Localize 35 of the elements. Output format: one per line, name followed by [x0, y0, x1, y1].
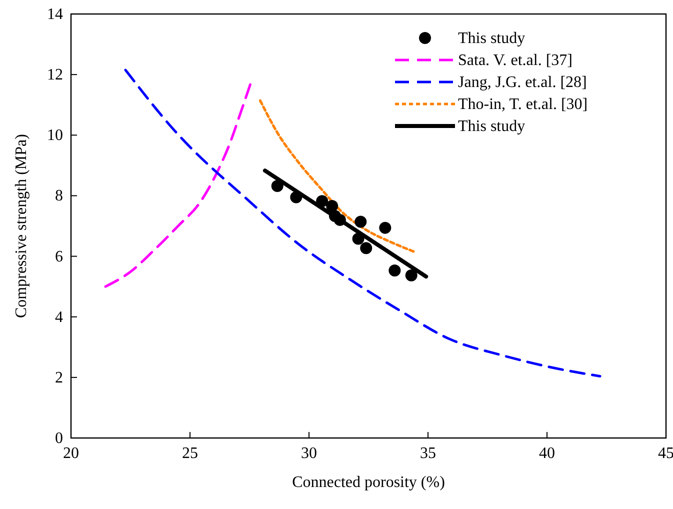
y-tick-label: 4	[55, 308, 63, 326]
point	[326, 200, 338, 212]
legend-label: Jang, J.G. et.al. [28]	[458, 74, 587, 91]
y-tick-label: 12	[47, 66, 63, 84]
y-tick-label: 2	[55, 369, 63, 386]
x-tick-label: 20	[63, 445, 79, 462]
y-tick-label: 14	[47, 6, 63, 23]
x-axis-title: Connected porosity (%)	[292, 474, 445, 491]
point	[352, 232, 364, 245]
line-series	[104, 83, 252, 288]
point	[290, 191, 302, 204]
x-tick-label: 30	[301, 445, 317, 462]
legend-label: This study	[458, 118, 526, 135]
point	[354, 216, 367, 228]
line-series	[258, 99, 416, 253]
line-series	[124, 68, 602, 378]
point	[316, 195, 328, 208]
x-tick-label: 40	[539, 445, 555, 462]
y-tick-label: 10	[47, 127, 63, 144]
point	[405, 269, 418, 282]
legend-label: This study	[458, 30, 526, 47]
y-tick-label: 8	[55, 188, 63, 205]
legend-label: Sata. V. et.al. [37]	[458, 52, 572, 69]
legend-label: Tho-in, T. et.al. [30]	[458, 96, 588, 113]
point	[271, 180, 284, 192]
point	[334, 214, 346, 226]
y-axis-title: Compressive strength (MPa)	[13, 134, 30, 318]
x-tick-label: 25	[182, 445, 198, 462]
point	[360, 242, 372, 254]
y-tick-label: 0	[55, 430, 63, 447]
point	[388, 264, 401, 277]
point	[379, 222, 392, 234]
y-tick-label: 6	[55, 248, 63, 266]
x-tick-label: 35	[420, 445, 436, 462]
x-tick-label: 45	[658, 445, 673, 462]
